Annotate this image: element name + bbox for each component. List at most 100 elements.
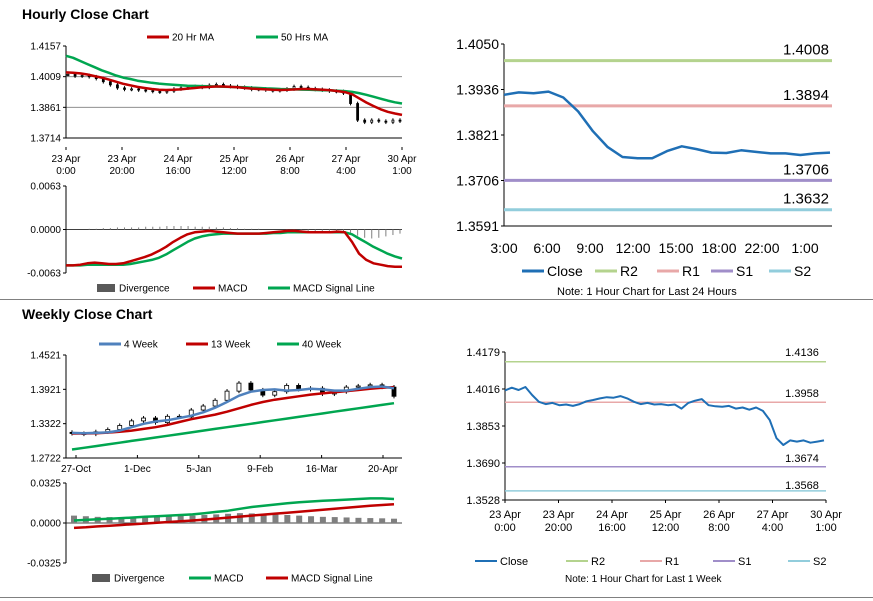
hourly-candle-body [377,119,381,122]
weekly-candle-body [236,382,242,392]
weekly-price-x-tick-label: 27-Oct [61,464,91,475]
weekly-divergence-bar [272,514,279,523]
hourly-candle-body [80,75,84,77]
hourly-macd-y-tick-label: 0.0063 [30,182,61,193]
weekly-divergence-bar [379,518,386,523]
hourly-candle-body [116,84,119,89]
h24-legend-close-label: Close [547,263,583,279]
weekly-divergence-bar [130,517,137,523]
weekly-candle-body [224,390,230,401]
hourly-price-x-tick-label: 30 Apr 1:00 [388,154,418,177]
h24-x-tick-label: 18:00 [701,240,736,256]
hourly-price-x-tick-label: 27 Apr 4:00 [332,154,362,177]
hourly-macd-y-tick-label: 0.0000 [30,225,61,236]
hourly-candle-body [123,87,126,90]
w1-x-tick-label: 24 Apr 16:00 [596,509,628,534]
weekly-candle-body [141,417,146,422]
w1-x-tick-label: 30 Apr 1:00 [810,509,842,534]
hourly-legend-macd-label: MACD [218,284,247,295]
h24-y-tick-label: 1.3591 [456,218,499,234]
hourly-candle-body [130,88,133,91]
weekly-legend-signal-label: MACD Signal Line [291,574,373,585]
w1-legend-s2-label: S2 [813,556,826,568]
weekly-candle-body [212,399,218,407]
weekly-divergence-bar [391,518,397,523]
w1-legend-r2-label: R2 [591,556,605,568]
h24-x-tick-label: 22:00 [744,240,779,256]
w1-y-tick-label: 1.3690 [466,458,500,470]
hourly-legend-ma20-label: 20 Hr MA [172,33,215,44]
hourly-candle-body [144,89,148,92]
weekly-legend-divergence-swatch [92,574,110,582]
hourly-legend-divergence-swatch [97,284,115,292]
hourly-candle-body [384,120,388,123]
hourly-ma20-line [65,71,403,117]
weekly-divergence-bar [118,517,125,523]
hourly-candle-body [151,90,155,93]
hourly-price-x-tick-label: 24 Apr 16:00 [164,154,194,177]
hourly-legend-ma50-label: 50 Hrs MA [281,33,329,44]
weekly-legend-4wk-label: 4 Week [124,340,159,351]
weekly-candle-body [200,405,206,411]
h24-s1-label: 1.3706 [783,161,829,178]
h24-y-tick-label: 1.3706 [456,172,499,188]
w1-s2-label: 1.3568 [785,480,819,492]
hourly-legend-signal-label: MACD Signal Line [293,284,375,295]
hourly-price-y-tick-label: 1.3861 [30,103,61,114]
h24-y-tick-label: 1.3821 [456,127,499,143]
weekly-divergence-bar [236,513,243,523]
hourly-candle-body [73,74,77,77]
w1-x-tick-label: 25 Apr 12:00 [650,509,682,534]
weekly-divergence-bar [153,516,160,523]
weekly-divergence-bar [296,515,303,523]
weekly-note: Note: 1 Hour Chart for Last 1 Week [565,574,722,585]
w1-legend-r1-label: R1 [665,556,679,568]
w1-legend-s1-label: S1 [738,556,751,568]
hourly-candle-body [370,119,374,123]
weekly-candle-body [272,391,278,396]
weekly-candle-body [248,382,254,391]
w1-s1-label: 1.3674 [785,453,819,465]
weekly-legend-divergence-label: Divergence [114,574,165,585]
hourly-macd-y-tick-label: -0.0063 [27,269,61,280]
hourly-candle-body [363,119,367,123]
hourly-price-x-tick-label: 23 Apr 20:00 [108,154,138,177]
h24-y-tick-label: 1.4050 [456,36,499,52]
weekly-divergence-bar [106,517,113,523]
weekly-price-y-tick-label: 1.3322 [30,419,61,430]
weekly-ma40-line [71,401,395,451]
hourly-price-y-tick-label: 1.4009 [30,72,61,83]
hourly-candle-body [108,81,112,86]
weekly-price-x-tick-label: 20-Apr [368,464,399,475]
weekly-divergence-bar [308,516,315,523]
weekly-price-x-tick-label: 9-Feb [247,464,274,475]
w1-r1-label: 1.3958 [785,388,819,400]
weekly-divergence-bar [331,517,338,523]
weekly-divergence-bar [355,517,362,523]
hourly-note: Note: 1 Hour Chart for Last 24 Hours [557,286,737,298]
hourly-candle-body [391,119,395,123]
w1-legend-close-label: Close [500,556,528,568]
weekly-price-x-tick-label: 5-Jan [186,464,211,475]
w1-r2-label: 1.4136 [785,347,819,359]
hourly-candle-body [137,88,141,91]
hourly-price-x-tick-label: 26 Apr 8:00 [276,154,306,177]
weekly-macd-line [73,497,395,522]
hourly-candle-body [356,103,360,121]
hourly-signal-line [66,231,403,267]
weekly-divergence-bar [248,513,255,523]
w1-x-tick-label: 23 Apr 20:00 [543,509,575,534]
weekly-price-x-tick-label: 16-Mar [306,464,338,475]
weekly-divergence-bar [343,517,350,523]
h24-legend-s2-label: S2 [794,263,811,279]
h24-x-tick-label: 15:00 [658,240,693,256]
h24-x-tick-label: 1:00 [791,240,818,256]
hourly-candle-body [66,74,70,76]
hourly-macd-line [66,229,402,269]
weekly-candle-body [129,420,135,426]
weekly-signal-line [73,503,395,530]
bottom-divider [0,597,873,598]
weekly-price-x-tick-label: 1-Dec [124,464,151,475]
hourly-legend-divergence-label: Divergence [119,284,170,295]
